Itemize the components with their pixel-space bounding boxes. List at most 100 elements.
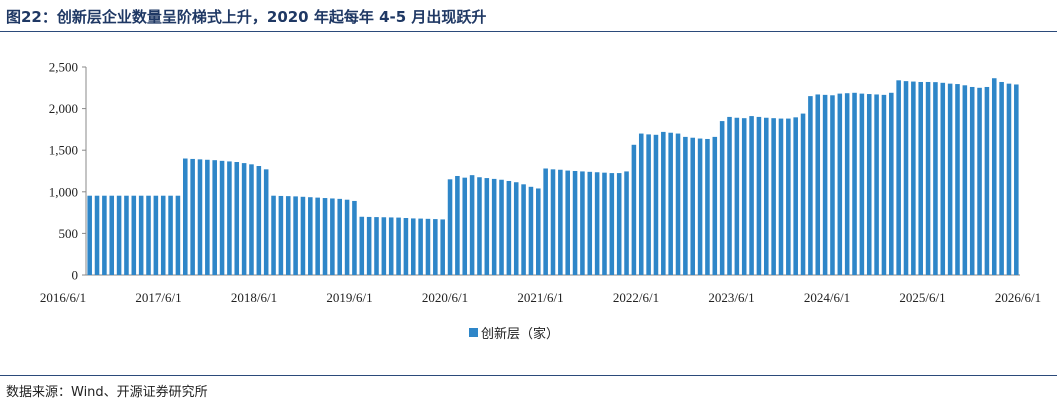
bar <box>374 217 379 275</box>
bar <box>631 144 637 275</box>
bar <box>381 217 387 275</box>
bar <box>271 195 276 275</box>
bar <box>793 117 798 275</box>
y-tick-label: 1,500 <box>49 143 78 158</box>
bar-chart: 0 500 1,000 1,500 2,000 2,500 2016/6/1 2017/6/… <box>40 60 1041 343</box>
bar <box>469 175 475 275</box>
bar <box>293 196 298 275</box>
source-note: 数据来源：Wind、开源证券研究所 <box>6 385 208 400</box>
bar <box>513 182 519 275</box>
bar <box>227 161 232 275</box>
bar <box>205 159 210 275</box>
bar <box>315 197 320 275</box>
bar <box>94 195 100 275</box>
bar <box>256 166 262 275</box>
bar <box>683 136 688 275</box>
bar <box>690 137 696 275</box>
bar <box>778 118 784 275</box>
bar <box>719 121 725 275</box>
bar <box>528 186 534 275</box>
bar <box>977 87 982 275</box>
bar <box>661 131 666 275</box>
bar <box>425 218 431 275</box>
x-tick-label: 2022/6/1 <box>613 290 659 305</box>
bar <box>219 160 225 275</box>
bar <box>991 78 997 275</box>
bar <box>859 93 865 275</box>
bar <box>925 81 931 275</box>
bar <box>955 84 960 275</box>
bar <box>903 81 909 275</box>
bar <box>352 200 357 275</box>
bar <box>1006 83 1012 275</box>
bar <box>587 171 593 275</box>
bar <box>499 179 504 275</box>
bar <box>403 218 409 275</box>
bar <box>822 94 828 275</box>
bar <box>933 82 938 275</box>
bar <box>455 175 460 275</box>
y-tick-label: 1,000 <box>49 184 78 199</box>
bar <box>359 216 365 275</box>
bar <box>396 217 401 275</box>
bar <box>278 195 284 275</box>
bar <box>616 173 622 275</box>
bar <box>624 171 629 275</box>
bar <box>741 118 747 275</box>
bar <box>285 196 291 275</box>
bar <box>484 178 490 275</box>
bar <box>212 160 217 275</box>
bar <box>815 94 821 276</box>
bar <box>844 93 850 276</box>
bar <box>300 196 306 275</box>
bar <box>866 94 872 275</box>
bar <box>572 171 578 275</box>
bar <box>646 134 651 275</box>
chart-title: 图22：创新层企业数量呈阶梯式上升，2020 年起每年 4-5 月出现跃升 <box>6 8 487 26</box>
x-tick-label: 2016/6/1 <box>40 290 86 305</box>
bar <box>433 219 438 275</box>
bar <box>330 198 335 275</box>
y-tick-label: 2,000 <box>49 101 78 116</box>
bar <box>418 218 423 275</box>
bar <box>969 86 975 275</box>
x-tick-label: 2020/6/1 <box>422 290 468 305</box>
bar <box>940 82 946 275</box>
bar <box>800 113 806 275</box>
bar <box>638 133 644 275</box>
bottom-rule <box>0 375 1057 376</box>
bar <box>308 197 313 275</box>
bar <box>1014 84 1019 275</box>
bar <box>175 195 181 275</box>
x-tick-label: 2021/6/1 <box>517 290 563 305</box>
bar <box>183 158 188 275</box>
bar <box>138 195 144 275</box>
bar <box>764 117 769 275</box>
bar <box>999 81 1004 275</box>
bar <box>697 138 703 275</box>
x-axis: 2016/6/1 2017/6/1 2018/6/1 2019/6/1 2020/6/1… <box>40 274 1041 305</box>
bar <box>580 171 585 275</box>
bar <box>889 92 894 275</box>
bar <box>734 117 740 275</box>
bar <box>543 168 548 275</box>
bar <box>830 95 835 275</box>
bar <box>190 158 195 275</box>
bar <box>491 178 497 275</box>
bar <box>705 138 710 275</box>
bar <box>87 195 92 275</box>
bar <box>837 93 843 275</box>
bar <box>131 195 137 275</box>
x-tick-label: 2026/6/1 <box>995 290 1041 305</box>
bar <box>602 172 607 275</box>
bar <box>506 180 512 275</box>
bar <box>366 216 372 275</box>
bar <box>786 118 791 275</box>
bar <box>249 164 254 275</box>
y-tick-label: 2,500 <box>49 60 78 75</box>
bar <box>984 86 990 275</box>
bar <box>322 198 328 275</box>
bar <box>749 116 754 275</box>
x-tick-label: 2024/6/1 <box>804 290 850 305</box>
bar <box>756 116 762 275</box>
